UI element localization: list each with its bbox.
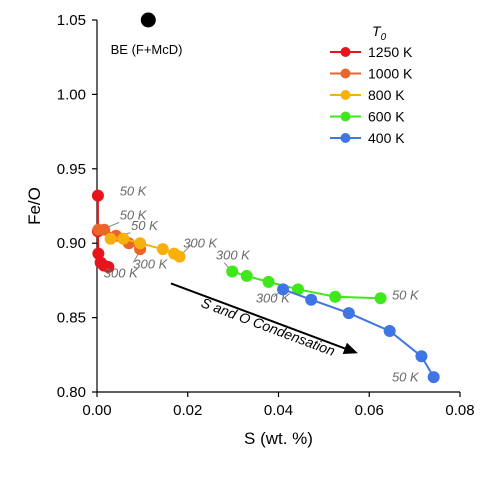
condensation-arrow-head (342, 342, 358, 355)
data-point (383, 324, 396, 337)
legend-marker (340, 111, 351, 122)
legend-entry: 600 K (330, 109, 405, 125)
reference-point-label: BE (F+McD) (111, 42, 183, 57)
y-tick-label: 0.90 (57, 235, 86, 252)
series-400-k (277, 283, 440, 384)
y-tick-label: 0.95 (57, 161, 86, 178)
y-ticks: 0.80 0.85 0.90 0.95 1.00 1.05 (57, 12, 97, 401)
temperature-annotation: 50 K (392, 370, 420, 385)
y-tick-label: 0.85 (57, 310, 86, 327)
legend-entry: 800 K (330, 87, 405, 103)
x-tick-label: 0.00 (82, 402, 111, 419)
series-line (231, 270, 381, 300)
data-point (415, 350, 428, 363)
legend-marker (340, 47, 351, 57)
legend-label: 1000 K (368, 66, 413, 82)
legend-label: 400 K (368, 130, 405, 146)
legend-title-subscript: 0 (381, 32, 387, 43)
data-point (226, 265, 239, 278)
legend-label: 600 K (368, 109, 405, 125)
temperature-annotation: 50 K (120, 207, 148, 222)
legend-entry: 1000 K (330, 66, 413, 82)
legend-label: 1250 K (368, 44, 413, 60)
reference-point-group: BE (F+McD) (111, 12, 183, 57)
legend-title: T0 (372, 23, 387, 43)
data-point (104, 232, 117, 245)
annotation-leaders (101, 221, 284, 298)
data-point (240, 269, 253, 282)
x-tick-label: 0.04 (264, 402, 293, 419)
temperature-annotation: 50 K (120, 184, 148, 199)
data-point (277, 283, 290, 296)
data-point (427, 371, 440, 384)
reference-point-marker (140, 12, 156, 28)
legend-label: 800 K (368, 87, 405, 103)
temperature-annotation: 50 K (131, 218, 159, 233)
series-800-k (104, 232, 186, 263)
legend-entry: 1250 K (330, 44, 413, 60)
x-tick-label: 0.06 (355, 402, 384, 419)
temperature-annotation: 300 K (256, 291, 291, 306)
temperature-annotation: 300 K (216, 248, 251, 263)
data-point (91, 189, 104, 202)
x-tick-label: 0.02 (173, 402, 202, 419)
data-point (134, 237, 147, 250)
temperature-annotation: 300 K (133, 256, 168, 271)
legend-marker (340, 133, 351, 143)
legend-entry: 400 K (330, 130, 405, 146)
temperature-annotation: 300 K (183, 236, 218, 251)
legend-marker (340, 90, 351, 100)
x-tick-label: 0.08 (445, 402, 474, 419)
data-point (98, 223, 111, 236)
data-point (156, 243, 169, 256)
temperature-annotation: 50 K (392, 288, 420, 303)
data-point (305, 293, 318, 306)
data-point (292, 283, 305, 296)
x-axis-label: S (wt. %) (244, 429, 313, 448)
y-tick-label: 1.05 (57, 12, 86, 29)
condensation-arrow-shaft (170, 282, 346, 350)
temperature-annotation: 300 K (104, 265, 139, 280)
data-point (117, 232, 130, 245)
series-layer (91, 189, 440, 384)
data-point (262, 275, 275, 288)
data-point (342, 307, 355, 320)
y-tick-label: 0.80 (57, 384, 86, 401)
data-point (173, 250, 186, 263)
y-tick-label: 1.00 (57, 86, 86, 103)
y-axis-label: Fe/O (25, 187, 44, 225)
legend-marker (340, 68, 351, 79)
data-point (374, 292, 387, 305)
data-point (329, 290, 342, 303)
x-ticks: 0.00 0.02 0.04 0.06 0.08 (82, 392, 475, 419)
data-point (102, 261, 115, 274)
